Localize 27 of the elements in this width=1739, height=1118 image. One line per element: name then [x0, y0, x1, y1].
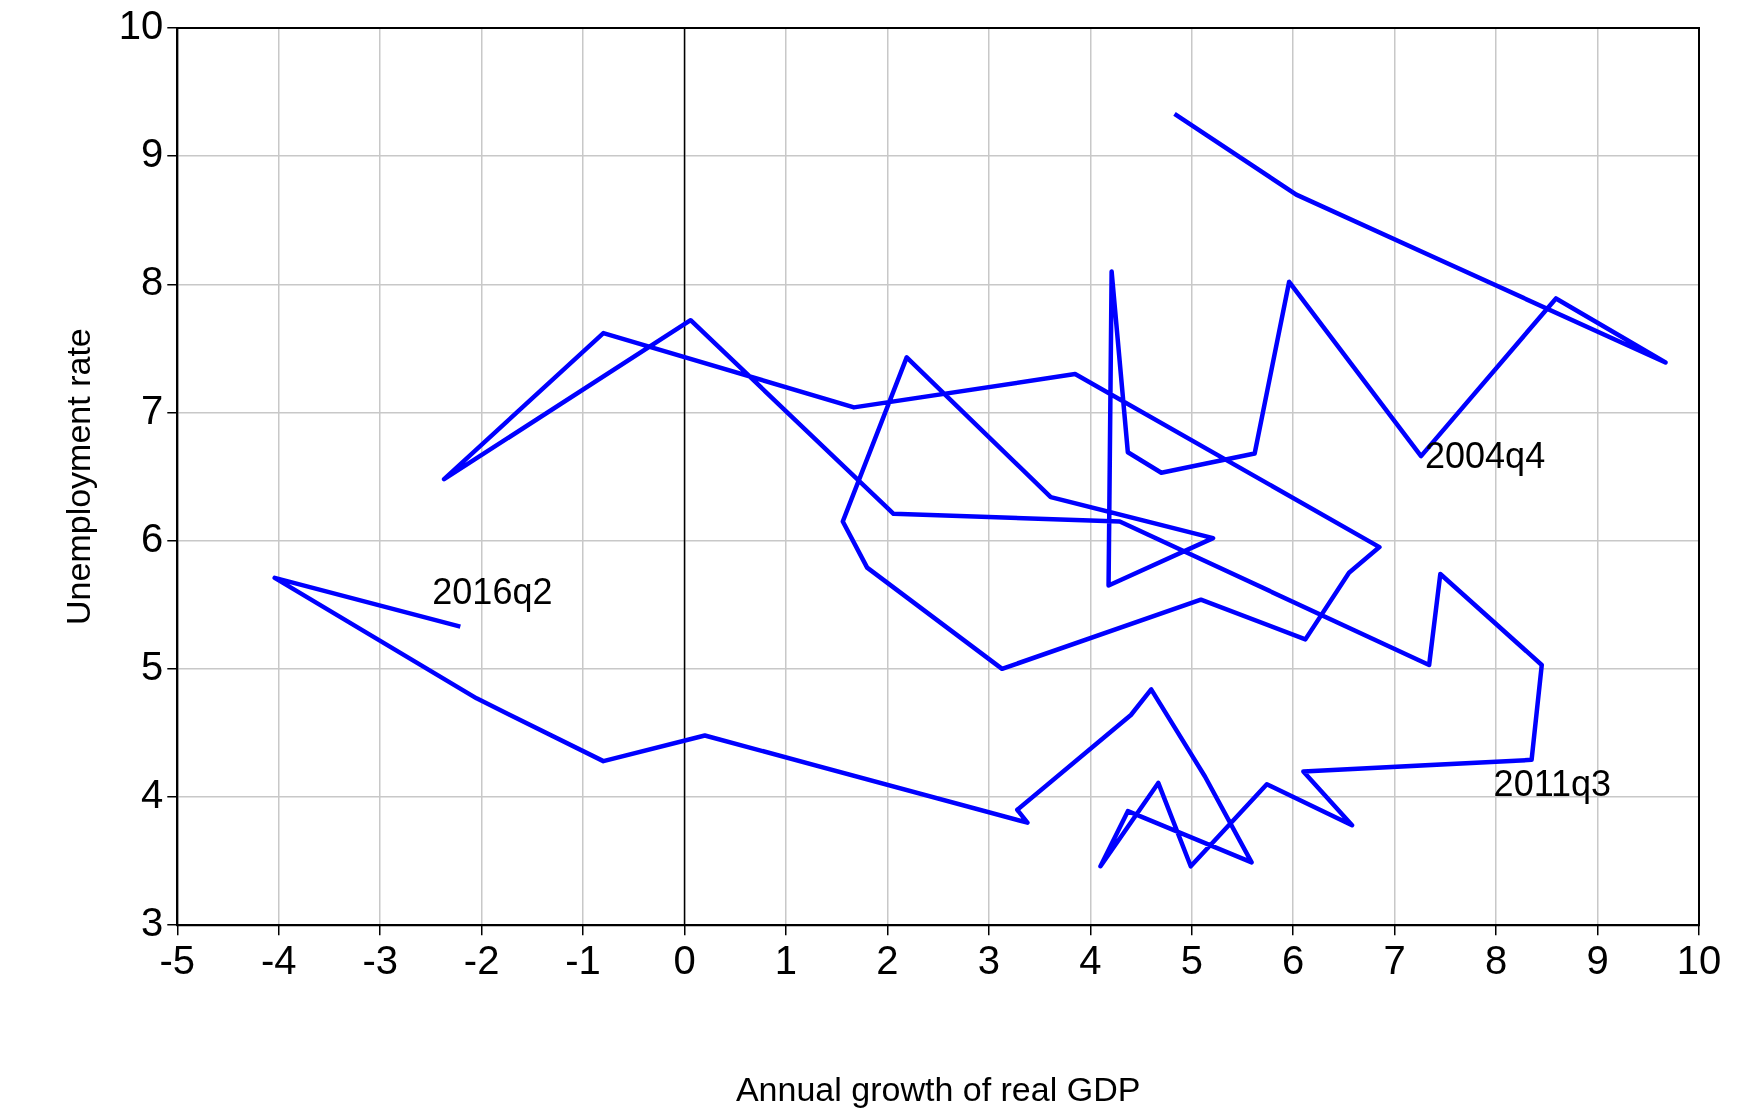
x-tick-label: 4: [1079, 938, 1102, 983]
x-tick-label: 9: [1586, 938, 1609, 983]
x-tick-label: -3: [362, 938, 398, 983]
y-tick-label: 10: [118, 3, 164, 48]
annotation: 2011q3: [1493, 762, 1612, 804]
x-tick-label: 5: [1180, 938, 1203, 983]
x-tick-label: -2: [463, 938, 500, 983]
y-tick-label: 8: [141, 259, 164, 304]
x-tick-label: 8: [1484, 938, 1508, 983]
x-tick-label: 0: [673, 938, 696, 983]
x-tick-label: 3: [977, 938, 1000, 983]
x-tick-label: 2: [876, 938, 899, 983]
x-tick-label: -4: [260, 938, 297, 983]
annotation: 2004q4: [1425, 435, 1546, 477]
y-tick-label: 5: [141, 643, 164, 688]
x-tick-label: 1: [774, 938, 798, 983]
y-tick-label: 6: [141, 515, 164, 560]
y-tick-label: 4: [141, 772, 164, 817]
y-tick-label: 7: [141, 387, 164, 432]
x-axis-title: Annual growth of real GDP: [735, 1069, 1141, 1108]
y-axis-title: Unemployment rate: [58, 328, 97, 625]
x-tick-label: -1: [565, 938, 601, 983]
x-tick-label: 7: [1383, 938, 1406, 983]
annotation: 2016q2: [432, 571, 553, 613]
x-tick-label: 6: [1282, 938, 1305, 983]
x-tick-label: 10: [1676, 938, 1722, 983]
y-tick-label: 9: [141, 131, 164, 176]
